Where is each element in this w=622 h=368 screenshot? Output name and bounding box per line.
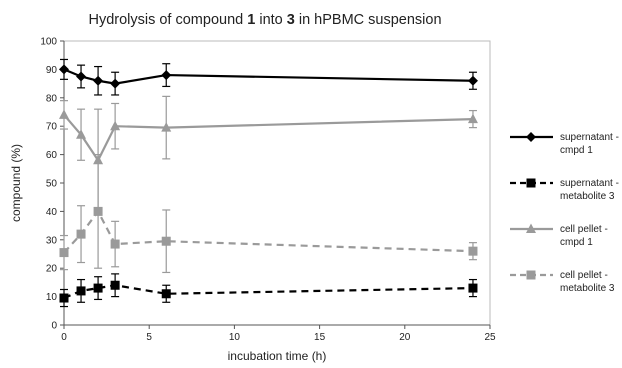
legend: supernatant - cmpd 1 supernatant - metaboli… [510,132,619,294]
data-point [110,280,120,290]
legend-label: cmpd 1 [560,145,593,156]
data-point [93,283,103,293]
legend-item: supernatant - metabolite 3 [510,178,619,202]
y-tick-label: 70 [46,122,58,133]
data-point [59,248,69,258]
data-point [161,289,171,299]
legend-marker [526,132,536,142]
legend-label: metabolite 3 [560,191,615,202]
data-point [93,75,104,86]
legend-label: cmpd 1 [560,237,593,248]
y-tick-label: 50 [46,179,58,190]
data-point [468,246,478,256]
y-tick-label: 20 [46,264,58,275]
x-tick-label: 0 [61,332,67,343]
data-point [110,120,121,131]
data-series [59,58,478,308]
data-point [76,129,87,139]
legend-label: supernatant - [560,132,619,143]
legend-marker [526,223,536,233]
x-tick-label: 15 [314,332,326,343]
series-4 [59,154,478,274]
data-point [76,71,87,82]
y-tick-label: 30 [46,235,58,246]
series-line [63,68,473,85]
y-tick-label: 90 [46,65,58,76]
data-point [468,283,478,293]
data-point [76,229,86,239]
chart-title: Hydrolysis of compound 1 into 3 in hPBMC… [88,12,441,28]
x-axis-label: incubation time (h) [228,349,327,363]
series-2 [59,273,478,308]
y-tick-label: 10 [46,292,58,303]
data-point [110,239,120,249]
y-tick-label: 80 [46,93,58,104]
y-ticks: 0 10 20 30 40 50 60 70 80 90 100 [40,37,64,332]
series-line [63,209,473,254]
data-point [59,64,69,75]
series-line [63,114,473,163]
legend-item: cell pellet - cmpd 1 [510,223,608,248]
legend-marker [526,178,536,188]
legend-marker [526,270,536,280]
data-point [76,286,86,296]
data-point [161,122,172,132]
legend-label: cell pellet - [560,224,608,235]
data-point [467,113,478,124]
data-point [110,78,121,89]
y-tick-label: 40 [46,207,58,218]
plot-area-frame [63,40,491,326]
legend-label: supernatant - [560,178,619,189]
data-point [59,293,69,303]
x-tick-label: 25 [484,332,496,343]
x-tick-label: 20 [399,332,411,343]
x-tick-label: 10 [229,332,241,343]
data-point [467,75,478,86]
series-3 [59,95,478,212]
y-tick-label: 100 [40,37,57,48]
x-tick-label: 5 [146,332,152,343]
legend-item: cell pellet - metabolite 3 [510,270,615,294]
data-point [161,236,171,246]
series-1 [59,58,478,96]
y-tick-label: 60 [46,150,58,161]
y-axis-label: compound (%) [9,144,23,222]
legend-label: cell pellet - [560,270,608,281]
legend-item: supernatant - cmpd 1 [510,132,619,156]
data-point [161,70,172,81]
x-ticks: 0 5 10 15 20 25 [61,325,496,343]
data-point [93,154,104,165]
y-tick-label: 0 [51,321,57,332]
series-line [63,284,473,300]
data-point [59,109,69,119]
legend-label: metabolite 3 [560,283,615,294]
